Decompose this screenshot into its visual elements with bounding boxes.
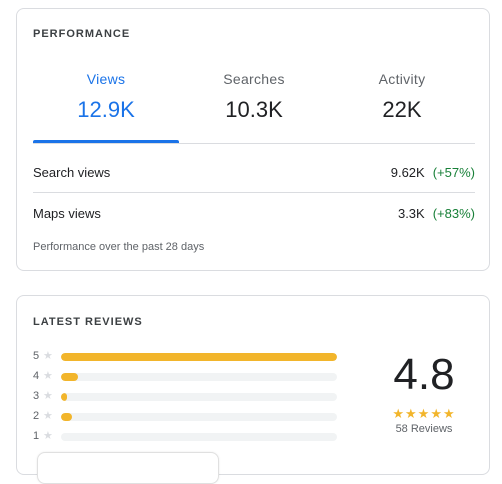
- average-stars-icon: ★★★★★: [392, 406, 456, 421]
- rating-row-2: 2 ★: [33, 408, 339, 428]
- rating-number: 3: [33, 390, 40, 402]
- rating-bar-track: [61, 413, 337, 421]
- rating-row-1: 1 ★: [33, 428, 339, 448]
- tab-searches-value: 10.3K: [225, 97, 283, 122]
- rating-row-4: 4 ★: [33, 368, 339, 388]
- star-icon: ★: [43, 430, 53, 442]
- tab-searches[interactable]: Searches 10.3K: [181, 67, 327, 143]
- active-tab-indicator: [33, 140, 179, 143]
- rating-bar-fill: [61, 413, 73, 421]
- stat-row-maps-views: Maps views 3.3K (+83%): [33, 194, 475, 234]
- tab-activity[interactable]: Activity 22K: [329, 67, 475, 143]
- rating-number: 2: [33, 410, 40, 422]
- star-icon: ★: [43, 370, 53, 382]
- rating-bar-track: [61, 353, 337, 361]
- tab-activity-label: Activity: [378, 71, 426, 87]
- rating-bar-fill: [61, 353, 337, 361]
- rating-row-3: 3 ★: [33, 388, 339, 408]
- rating-bar-track: [61, 433, 337, 441]
- star-icon: ★: [43, 350, 53, 362]
- star-icon: ★: [43, 390, 53, 402]
- row-divider: [33, 192, 475, 193]
- review-item-preview[interactable]: [37, 452, 219, 484]
- rating-bar-fill: [61, 393, 67, 401]
- rating-bar-track: [61, 393, 337, 401]
- performance-card: PERFORMANCE Views 12.9K Searches 10.3K A…: [16, 8, 490, 271]
- rating-number: 4: [33, 370, 40, 382]
- stat-value: 3.3K: [397, 206, 425, 221]
- rating-number: 5: [33, 350, 40, 362]
- reviews-card: LATEST REVIEWS 5 ★ 4 ★ 3 ★ 2 ★: [16, 295, 491, 484]
- rating-distribution: 5 ★ 4 ★ 3 ★ 2 ★ 1: [33, 348, 339, 448]
- tabs-divider: [33, 143, 475, 144]
- rating-bar-fill: [61, 373, 78, 381]
- rating-bar-track: [61, 373, 337, 381]
- tab-views-label: Views: [86, 71, 126, 87]
- tab-searches-label: Searches: [223, 71, 285, 87]
- rating-number: 1: [33, 430, 40, 442]
- stat-row-search-views: Search views 9.62K (+57%): [33, 153, 475, 193]
- performance-tabs: Views 12.9K Searches 10.3K Activity 22K: [33, 67, 475, 143]
- stat-change: (+57%): [432, 165, 475, 180]
- average-rating: 4.8: [393, 350, 455, 399]
- stat-label: Search views: [33, 165, 111, 180]
- stat-value: 9.62K: [390, 165, 425, 180]
- rating-row-5: 5 ★: [33, 348, 339, 368]
- tab-views[interactable]: Views 12.9K: [33, 67, 179, 143]
- performance-header: PERFORMANCE: [33, 28, 131, 40]
- stat-label: Maps views: [33, 206, 101, 221]
- tab-activity-value: 22K: [382, 97, 422, 122]
- performance-footnote: Performance over the past 28 days: [33, 241, 205, 253]
- stat-change: (+83%): [432, 206, 475, 221]
- star-icon: ★: [43, 410, 53, 422]
- review-count[interactable]: 58 Reviews: [395, 423, 453, 435]
- rating-summary: 4.8 ★★★★★ 58 Reviews: [357, 350, 491, 435]
- reviews-header: LATEST REVIEWS: [33, 316, 143, 328]
- tab-views-value: 12.9K: [77, 97, 135, 122]
